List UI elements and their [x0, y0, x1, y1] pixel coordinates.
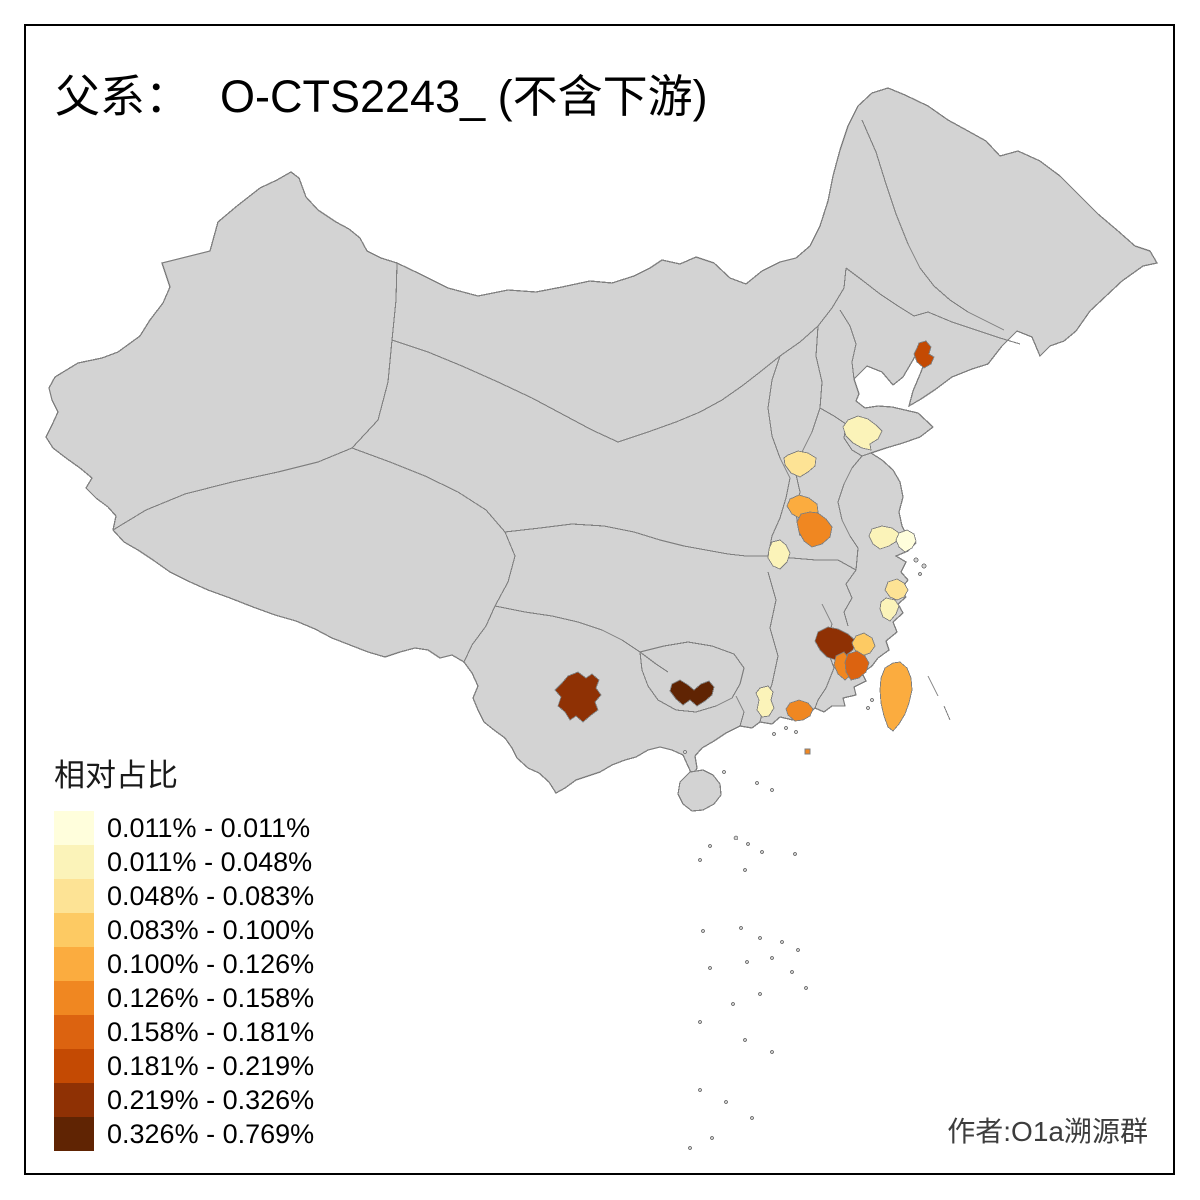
legend-title: 相对占比	[54, 758, 178, 793]
legend-row: 0.048% - 0.083%	[54, 879, 314, 913]
region-shanghai	[895, 529, 917, 553]
legend-label: 0.048% - 0.083%	[107, 880, 315, 911]
region-zhejiang-northeast	[884, 578, 909, 601]
region-liaoning-central	[913, 340, 935, 369]
legend-swatch	[54, 1049, 94, 1083]
region-shandong-jinan	[842, 415, 883, 451]
map-title-main: O-CTS2243_ (不含下游)	[220, 71, 708, 122]
legend-swatch	[54, 1117, 94, 1151]
legend-swatch	[54, 981, 94, 1015]
legend-row: 0.126% - 0.158%	[54, 981, 314, 1015]
region-dongsha-islet	[804, 748, 811, 755]
legend-row: 0.011% - 0.048%	[54, 845, 314, 879]
region-taiwan	[879, 661, 913, 732]
region-zhejiang-coastal	[879, 597, 900, 622]
legend-row: 0.326% - 0.769%	[54, 1117, 314, 1151]
region-guangdong-east	[785, 699, 814, 722]
region-fujian-ningde	[851, 632, 876, 657]
legend-label: 0.326% - 0.769%	[107, 1118, 315, 1149]
legend-swatch	[54, 1015, 94, 1049]
region-fujian-nanping	[814, 626, 857, 661]
province-borders	[112, 119, 1021, 727]
legend-label: 0.083% - 0.100%	[107, 914, 315, 945]
region-guangdong-west	[755, 685, 775, 718]
mainland-group	[45, 87, 1159, 812]
highlighted-regions	[554, 340, 935, 755]
region-jiangsu-suzhou	[868, 525, 900, 550]
legend-swatch	[54, 1083, 94, 1117]
legend-swatch	[54, 811, 94, 845]
legend-label: 0.158% - 0.181%	[107, 1016, 315, 1047]
map-title-prefix: 父系：	[55, 71, 191, 122]
legend-swatch	[54, 879, 94, 913]
legend-row: 0.158% - 0.181%	[54, 1015, 314, 1049]
region-hubei-northeast	[767, 539, 791, 570]
legend-row: 0.011% - 0.011%	[54, 811, 314, 845]
legend-label: 0.126% - 0.158%	[107, 982, 315, 1013]
map-title: 父系： O-CTS2243_ (不含下游)	[55, 60, 708, 125]
region-yunnan-central	[554, 671, 602, 723]
legend-label: 0.011% - 0.048%	[107, 846, 313, 877]
legend-label: 0.219% - 0.326%	[107, 1084, 315, 1115]
legend-row: 0.181% - 0.219%	[54, 1049, 314, 1083]
legend-label: 0.100% - 0.126%	[107, 948, 315, 979]
legend-row: 0.100% - 0.126%	[54, 947, 314, 981]
legend-row: 0.083% - 0.100%	[54, 913, 314, 947]
hainan-island	[677, 769, 722, 812]
legend: 相对占比 0.011% - 0.011% 0.011% - 0.048% 0.0…	[54, 750, 314, 1151]
legend-swatch	[54, 947, 94, 981]
legend-swatch	[54, 845, 94, 879]
region-guizhou-central	[669, 679, 715, 707]
author-credit: 作者:O1a溯源群	[947, 1116, 1148, 1147]
legend-label: 0.181% - 0.219%	[107, 1050, 315, 1081]
legend-swatch	[54, 913, 94, 947]
legend-label: 0.011% - 0.011%	[107, 812, 311, 843]
region-anhui-central	[796, 511, 833, 548]
mainland-outline	[45, 87, 1159, 794]
legend-row: 0.219% - 0.326%	[54, 1083, 314, 1117]
region-fujian-fuzhou	[844, 650, 870, 681]
sea-islands	[682, 557, 951, 1150]
region-jiangsu-xuzhou	[783, 450, 817, 478]
